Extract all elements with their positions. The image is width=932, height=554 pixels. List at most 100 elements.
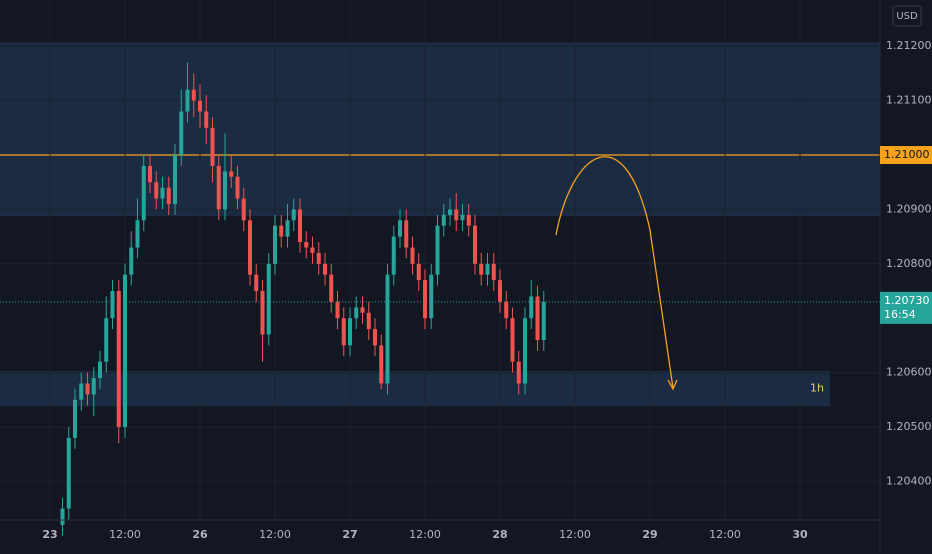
candle-body bbox=[154, 182, 159, 199]
candle-body bbox=[66, 437, 71, 509]
candle-body bbox=[123, 274, 127, 427]
candle-body bbox=[116, 291, 121, 427]
candle-body bbox=[348, 318, 352, 346]
candle-body bbox=[454, 209, 459, 221]
grid-layer bbox=[0, 0, 880, 520]
x-tick-label: 29 bbox=[642, 528, 657, 541]
candle-body bbox=[273, 225, 277, 264]
candle-body bbox=[498, 280, 502, 302]
candle-body bbox=[341, 318, 346, 346]
candle-body bbox=[379, 345, 384, 384]
candle-body bbox=[448, 209, 452, 215]
candle-body bbox=[141, 165, 146, 221]
level-label: 1.21000 bbox=[884, 148, 930, 161]
candles-layer bbox=[60, 62, 546, 536]
y-tick-label: 1.20900 bbox=[886, 202, 932, 215]
candle-body bbox=[179, 111, 184, 156]
x-tick-label: 12:00 bbox=[259, 528, 291, 541]
x-tick-label: 12:00 bbox=[559, 528, 591, 541]
candle-body bbox=[304, 242, 309, 248]
countdown: 16:54 bbox=[884, 308, 916, 321]
candle-body bbox=[85, 383, 90, 395]
candle-body bbox=[460, 214, 465, 221]
candle-body bbox=[185, 89, 190, 112]
candle-body bbox=[204, 111, 209, 128]
y-tick-label: 1.21200 bbox=[886, 39, 932, 52]
candle-body bbox=[241, 198, 246, 221]
candle-body bbox=[79, 383, 84, 400]
candle-body bbox=[166, 187, 171, 204]
candle-body bbox=[310, 247, 315, 253]
candle-body bbox=[60, 508, 65, 525]
candle-body bbox=[135, 220, 140, 248]
candle-body bbox=[354, 307, 359, 319]
projection-arc bbox=[555, 156, 674, 389]
candle-body bbox=[441, 214, 446, 226]
candle-body bbox=[198, 100, 202, 112]
currency: USD bbox=[896, 11, 918, 22]
last-price-tag bbox=[880, 291, 932, 324]
candle-body bbox=[91, 378, 96, 395]
candle-body bbox=[260, 291, 265, 335]
candle-body bbox=[473, 225, 477, 264]
x-tick-label: 30 bbox=[792, 528, 808, 541]
candle-body bbox=[366, 312, 371, 330]
candle-body bbox=[235, 176, 240, 199]
candle-body bbox=[398, 220, 402, 237]
candle-body bbox=[391, 236, 396, 275]
candle-body bbox=[104, 318, 109, 362]
candle-body bbox=[504, 301, 509, 319]
candle-body bbox=[410, 247, 415, 264]
candle-body bbox=[316, 252, 321, 264]
candle-body bbox=[373, 329, 377, 346]
x-tick-label: 23 bbox=[42, 528, 57, 541]
projection-arrow bbox=[667, 379, 678, 391]
candle-body bbox=[535, 296, 540, 340]
candle-body bbox=[73, 399, 77, 438]
candle-body bbox=[223, 171, 227, 210]
candle-body bbox=[129, 247, 134, 275]
candle-body bbox=[110, 291, 115, 319]
candle-body bbox=[385, 274, 390, 384]
candle-body bbox=[254, 274, 259, 292]
zone bbox=[0, 42, 880, 216]
candle-body bbox=[323, 263, 327, 275]
candle-body bbox=[98, 361, 102, 379]
candle-body bbox=[329, 274, 334, 302]
y-tick-label: 1.20600 bbox=[886, 366, 932, 379]
candle-body bbox=[491, 263, 496, 281]
candle-body bbox=[248, 220, 252, 275]
candle-body bbox=[479, 263, 484, 275]
level-tag bbox=[880, 146, 932, 165]
candle-body bbox=[541, 301, 546, 340]
y-tick-label: 1.21100 bbox=[886, 94, 932, 107]
candle-body bbox=[523, 318, 527, 384]
candle-body bbox=[210, 127, 215, 166]
candle-body bbox=[335, 301, 340, 319]
x-tick-label: 12:00 bbox=[709, 528, 741, 541]
candle-body bbox=[360, 307, 365, 313]
candle-body bbox=[173, 155, 177, 204]
x-tick-label: 12:00 bbox=[409, 528, 441, 541]
interval-label: 1h bbox=[810, 382, 824, 395]
labels-layer: 1.20400 1.20500 1.20600 1.20800 1.20900 1.211… bbox=[42, 39, 932, 541]
candle-body bbox=[416, 263, 421, 281]
candle-body bbox=[429, 274, 434, 319]
currency-box[interactable] bbox=[892, 5, 922, 27]
zones-layer bbox=[0, 42, 880, 407]
candle-body bbox=[435, 225, 440, 275]
candle-body bbox=[160, 187, 165, 199]
candle-body bbox=[148, 165, 152, 183]
y-tick-label: 1.20800 bbox=[886, 257, 932, 270]
candle-body bbox=[229, 171, 234, 177]
candle-body bbox=[191, 89, 196, 101]
candle-body bbox=[298, 209, 302, 243]
candle-body bbox=[485, 263, 490, 275]
candle-body bbox=[516, 361, 521, 384]
candle-body bbox=[510, 318, 515, 362]
last-price-label: 1.20730 bbox=[884, 294, 930, 307]
x-tick-label: 26 bbox=[192, 528, 208, 541]
candle-body bbox=[285, 220, 290, 237]
x-tick-label: 28 bbox=[492, 528, 507, 541]
